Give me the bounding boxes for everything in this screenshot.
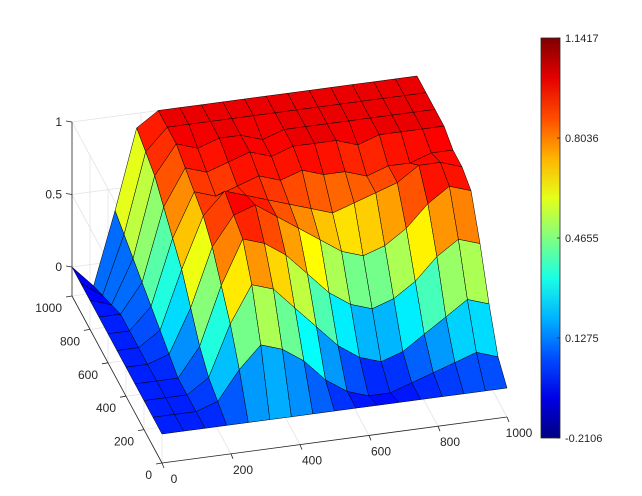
z-tick-label: 0.5 bbox=[45, 188, 62, 202]
y-tick-mark bbox=[65, 295, 73, 298]
colorbar-tick-label: -0.2106 bbox=[565, 433, 602, 445]
z-tick-label: 0 bbox=[55, 260, 62, 274]
colorbar-tick-label: 0.1275 bbox=[565, 333, 599, 345]
z-tick-mark bbox=[65, 193, 73, 195]
z-tick-mark bbox=[65, 120, 73, 123]
colorbar-tick-label: 0.4655 bbox=[565, 233, 599, 245]
x-tick-mark bbox=[230, 453, 234, 459]
axes: 0 200 400 600 800 1000 0 200 400 600 800 1000 0 0.5 1 bbox=[35, 115, 532, 486]
surface-patch bbox=[476, 352, 508, 392]
colorbar-tick-label: 1.1417 bbox=[565, 33, 599, 45]
colorbar: -0.2106 0.1275 0.4655 0.8036 1.1417 bbox=[540, 33, 602, 445]
y-tick-label: 800 bbox=[60, 334, 80, 348]
x-tick-label: 600 bbox=[371, 444, 391, 458]
colorbar-tick-label: 0.8036 bbox=[565, 133, 599, 145]
x-tick-label: 0 bbox=[171, 472, 178, 486]
y-tick-label: 0 bbox=[145, 468, 152, 482]
surface bbox=[71, 75, 508, 435]
y-axis-line bbox=[71, 295, 163, 464]
x-tick-mark bbox=[161, 462, 165, 469]
y-tick-mark bbox=[119, 395, 127, 398]
y-tick-mark bbox=[137, 429, 145, 431]
x-axis-line bbox=[161, 416, 508, 464]
x-tick-label: 1000 bbox=[506, 426, 533, 440]
x-tick-mark bbox=[437, 426, 441, 432]
y-tick-label: 400 bbox=[96, 401, 116, 415]
z-tick-mark bbox=[65, 265, 73, 268]
x-tick-mark bbox=[506, 416, 510, 423]
x-tick-mark bbox=[299, 444, 303, 450]
y-tick-label: 1000 bbox=[35, 301, 62, 315]
x-tick-mark bbox=[368, 435, 372, 441]
x-tick-label: 800 bbox=[440, 435, 460, 449]
y-tick-mark bbox=[101, 362, 109, 365]
y-tick-label: 600 bbox=[78, 368, 98, 382]
x-tick-label: 200 bbox=[233, 463, 253, 477]
y-tick-mark bbox=[83, 329, 91, 331]
z-tick-label: 1 bbox=[55, 115, 62, 129]
x-tick-label: 400 bbox=[302, 454, 322, 468]
y-tick-label: 200 bbox=[114, 435, 134, 449]
y-tick-mark bbox=[155, 462, 163, 465]
